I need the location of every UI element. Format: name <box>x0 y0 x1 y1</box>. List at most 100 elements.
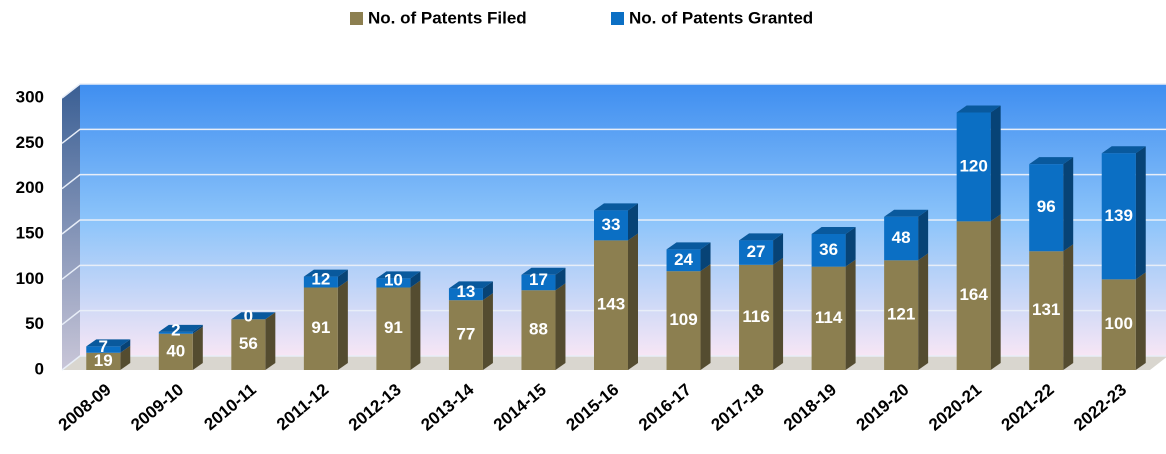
bar-top <box>1101 146 1146 154</box>
bar-stack <box>594 203 638 370</box>
legend-swatch <box>611 12 624 25</box>
bar-side <box>990 214 1001 370</box>
x-tick-label: 2022-23 <box>1070 380 1130 435</box>
value-label: 139 <box>1105 206 1133 225</box>
y-tick-label: 50 <box>25 314 44 333</box>
bar-top <box>521 267 566 275</box>
y-tick-label: 300 <box>16 87 44 106</box>
bar-stack <box>956 105 1001 370</box>
value-label: 27 <box>747 242 766 261</box>
value-label: 116 <box>742 307 769 326</box>
bar <box>158 333 193 370</box>
bar-stack <box>231 312 276 370</box>
value-label: 100 <box>1105 314 1133 333</box>
value-label: 17 <box>529 270 548 289</box>
value-label: 121 <box>887 305 915 324</box>
value-label: 33 <box>602 215 621 234</box>
bar-stack <box>811 227 856 370</box>
bar <box>521 290 556 370</box>
y-tick-label: 0 <box>35 359 44 378</box>
value-label: 0 <box>244 307 253 326</box>
bar <box>594 210 628 241</box>
bar <box>86 352 121 370</box>
bar-top <box>448 281 493 289</box>
bar-top <box>666 242 711 250</box>
x-tick-label: 2011-12 <box>273 380 332 434</box>
bars <box>86 105 1146 370</box>
bar-side <box>1063 244 1074 370</box>
value-label: 143 <box>597 295 625 314</box>
bar <box>376 278 411 288</box>
bar-side <box>628 203 638 241</box>
bar-stack <box>666 242 711 370</box>
bar <box>594 240 628 370</box>
bar-top <box>231 312 276 320</box>
bar <box>86 346 121 353</box>
bar <box>811 234 846 267</box>
grid-line <box>61 219 1166 235</box>
x-tick-label: 2017-18 <box>708 380 768 435</box>
bar-top <box>594 203 638 211</box>
bar <box>884 216 919 261</box>
bar-side <box>482 293 493 370</box>
x-tick-label: 2014-15 <box>490 380 550 435</box>
bar-stack <box>739 233 784 370</box>
bar-top <box>811 227 856 234</box>
value-label: 2 <box>171 320 180 339</box>
x-tick-label: 2015-16 <box>562 380 622 435</box>
bar <box>448 288 483 301</box>
x-tick-label: 2016-17 <box>635 380 695 435</box>
x-tick-label: 2012-13 <box>345 380 405 435</box>
value-label: 40 <box>166 341 185 360</box>
bar-side <box>192 324 203 334</box>
bar <box>231 319 266 370</box>
y-tick-label: 100 <box>16 269 44 288</box>
value-label: 48 <box>892 228 911 247</box>
bar <box>739 264 774 370</box>
x-tick-label: 2013-14 <box>417 380 477 435</box>
legend-label: No. of Patents Granted <box>629 8 813 27</box>
value-label: 96 <box>1037 197 1056 216</box>
bar-side <box>410 271 421 288</box>
bar-side <box>918 209 929 261</box>
bar-stack <box>1101 146 1146 370</box>
bar <box>376 287 411 370</box>
value-label: 120 <box>959 156 987 175</box>
bar <box>1029 164 1064 252</box>
value-label: 7 <box>99 337 108 356</box>
bar-stack <box>158 324 203 370</box>
bar-stack <box>448 281 493 370</box>
grid <box>61 83 1166 371</box>
bar-side <box>120 345 131 370</box>
y-tick-label: 200 <box>16 178 44 197</box>
bar <box>303 287 338 370</box>
y-tick-label: 250 <box>16 133 44 152</box>
grid-line <box>61 309 1166 326</box>
bar <box>666 249 701 272</box>
bar-top <box>158 324 203 332</box>
bar-side <box>337 280 348 370</box>
bar-side <box>628 233 638 370</box>
value-label: 36 <box>819 240 838 259</box>
bar-top <box>956 105 1001 113</box>
bar <box>1101 279 1136 370</box>
bar <box>956 112 991 222</box>
bar-side <box>700 242 711 272</box>
value-label: 164 <box>959 285 988 304</box>
bar-side <box>700 264 711 370</box>
bar-side <box>337 269 348 288</box>
bar-stack <box>521 267 566 370</box>
bar-side <box>120 339 131 353</box>
value-label: 131 <box>1032 300 1060 319</box>
bar-side <box>845 227 856 267</box>
bar-side <box>192 326 203 370</box>
value-label: 109 <box>669 310 697 329</box>
x-tick-label: 2019-20 <box>853 380 913 435</box>
bar-stack <box>303 269 348 370</box>
bar-stack <box>884 209 929 370</box>
value-label: 19 <box>94 351 113 370</box>
value-label: 24 <box>674 250 693 269</box>
value-label: 10 <box>384 270 403 289</box>
bar-top <box>376 271 421 279</box>
